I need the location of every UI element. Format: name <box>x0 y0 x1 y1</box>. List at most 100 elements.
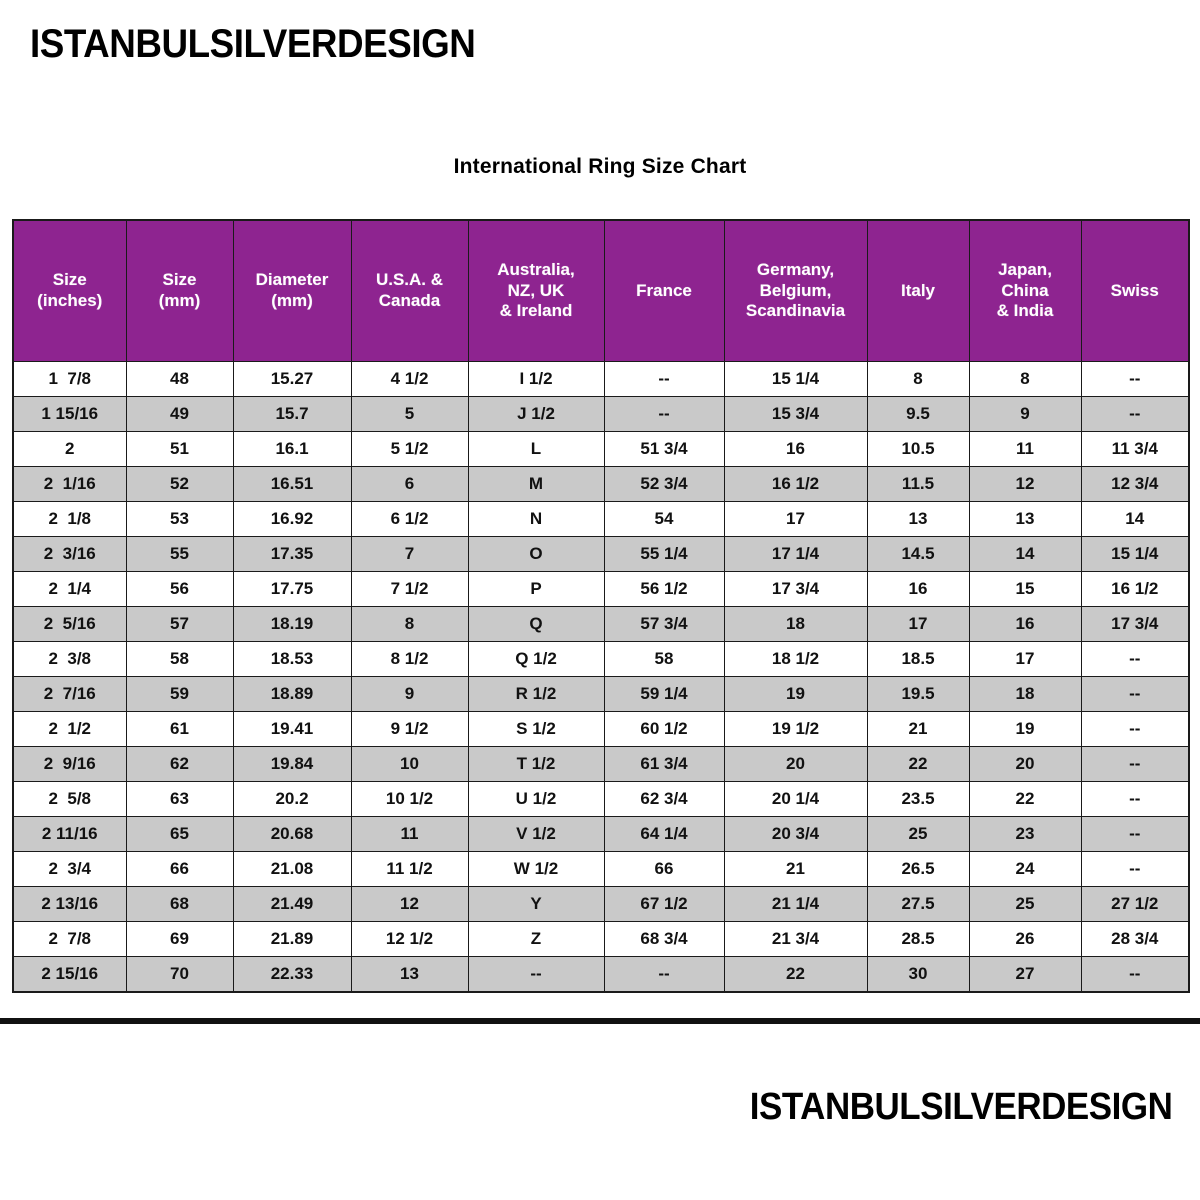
cell-r7-c3: 8 <box>350 606 469 642</box>
cell-r12-c5: 62 3/4 <box>603 781 725 817</box>
cell-r0-c9: -- <box>1080 361 1190 397</box>
cell-r12-c2: 20.2 <box>232 781 352 817</box>
cell-r13-c4: V 1/2 <box>467 816 605 852</box>
cell-r13-c3: 11 <box>350 816 469 852</box>
table-header: Size (inches) Size (mm) Diameter (mm) U.S.A… <box>12 219 1190 362</box>
cell-r9-c8: 18 <box>968 676 1082 712</box>
cell-r2-c3: 5 1/2 <box>350 431 469 467</box>
cell-r5-c2: 17.35 <box>232 536 352 572</box>
cell-r8-c2: 18.53 <box>232 641 352 677</box>
footer-divider <box>0 1018 1200 1024</box>
cell-r6-c2: 17.75 <box>232 571 352 607</box>
cell-r10-c3: 9 1/2 <box>350 711 469 747</box>
cell-r11-c3: 10 <box>350 746 469 782</box>
cell-r3-c1: 52 <box>125 466 234 502</box>
cell-r4-c6: 17 <box>723 501 868 537</box>
cell-r6-c6: 17 3/4 <box>723 571 868 607</box>
cell-r4-c9: 14 <box>1080 501 1190 537</box>
cell-r16-c0: 2 7/8 <box>12 921 127 957</box>
cell-r4-c3: 6 1/2 <box>350 501 469 537</box>
cell-r15-c8: 25 <box>968 886 1082 922</box>
cell-r14-c9: -- <box>1080 851 1190 887</box>
cell-r0-c8: 8 <box>968 361 1082 397</box>
column-header-3: U.S.A. & Canada <box>350 219 469 362</box>
ring-size-chart-table: Size (inches) Size (mm) Diameter (mm) U.S.A… <box>12 219 1190 993</box>
cell-r1-c9: -- <box>1080 396 1190 432</box>
chart-title: International Ring Size Chart <box>453 155 747 178</box>
cell-r17-c4: -- <box>467 956 605 993</box>
table-row: 2 3/4 66 21.08 11 1/2 W 1/2 66 21 26.5 24 -- <box>12 851 1190 887</box>
cell-r11-c9: -- <box>1080 746 1190 782</box>
cell-r3-c0: 2 1/16 <box>12 466 127 502</box>
table-row: 2 7/16 59 18.89 9 R 1/2 59 1/4 19 19.5 18 -- <box>12 676 1190 712</box>
table-header-row: Size (inches) Size (mm) Diameter (mm) U.S.A… <box>12 219 1190 362</box>
cell-r8-c4: Q 1/2 <box>467 641 605 677</box>
cell-r7-c6: 18 <box>723 606 868 642</box>
cell-r2-c8: 11 <box>968 431 1082 467</box>
cell-r12-c4: U 1/2 <box>467 781 605 817</box>
cell-r13-c6: 20 3/4 <box>723 816 868 852</box>
cell-r0-c5: -- <box>603 361 725 397</box>
cell-r11-c0: 2 9/16 <box>12 746 127 782</box>
cell-r10-c7: 21 <box>866 711 970 747</box>
cell-r14-c1: 66 <box>125 851 234 887</box>
table-row: 2 5/8 63 20.2 10 1/2 U 1/2 62 3/4 20 1/4 23.5 22… <box>12 781 1190 817</box>
cell-r2-c7: 10.5 <box>866 431 970 467</box>
cell-r15-c3: 12 <box>350 886 469 922</box>
cell-r10-c5: 60 1/2 <box>603 711 725 747</box>
column-header-4: Australia, NZ, UK & Ireland <box>467 219 605 362</box>
table-row: 2 1/2 61 19.41 9 1/2 S 1/2 60 1/2 19 1/2 21 19 -- <box>12 711 1190 747</box>
cell-r9-c7: 19.5 <box>866 676 970 712</box>
cell-r5-c4: O <box>467 536 605 572</box>
cell-r15-c5: 67 1/2 <box>603 886 725 922</box>
cell-r6-c7: 16 <box>866 571 970 607</box>
cell-r11-c8: 20 <box>968 746 1082 782</box>
table-row: 2 5/16 57 18.19 8 Q 57 3/4 18 17 16 17 3/4 <box>12 606 1190 642</box>
cell-r11-c2: 19.84 <box>232 746 352 782</box>
cell-r1-c8: 9 <box>968 396 1082 432</box>
cell-r5-c1: 55 <box>125 536 234 572</box>
cell-r1-c4: J 1/2 <box>467 396 605 432</box>
table-row: 2 3/16 55 17.35 7 O 55 1/4 17 1/4 14.5 14 15 1/4 <box>12 536 1190 572</box>
cell-r11-c1: 62 <box>125 746 234 782</box>
cell-r7-c8: 16 <box>968 606 1082 642</box>
cell-r6-c4: P <box>467 571 605 607</box>
cell-r13-c9: -- <box>1080 816 1190 852</box>
cell-r9-c3: 9 <box>350 676 469 712</box>
column-header-7: Italy <box>866 219 970 362</box>
cell-r13-c7: 25 <box>866 816 970 852</box>
cell-r11-c4: T 1/2 <box>467 746 605 782</box>
cell-r15-c1: 68 <box>125 886 234 922</box>
cell-r17-c2: 22.33 <box>232 956 352 993</box>
column-header-2: Diameter (mm) <box>232 219 352 362</box>
cell-r16-c8: 26 <box>968 921 1082 957</box>
cell-r1-c6: 15 3/4 <box>723 396 868 432</box>
cell-r5-c0: 2 3/16 <box>12 536 127 572</box>
cell-r12-c8: 22 <box>968 781 1082 817</box>
cell-r2-c5: 51 3/4 <box>603 431 725 467</box>
cell-r6-c3: 7 1/2 <box>350 571 469 607</box>
cell-r17-c1: 70 <box>125 956 234 993</box>
cell-r3-c8: 12 <box>968 466 1082 502</box>
cell-r9-c1: 59 <box>125 676 234 712</box>
column-header-8: Japan, China & India <box>968 219 1082 362</box>
cell-r7-c5: 57 3/4 <box>603 606 725 642</box>
cell-r4-c4: N <box>467 501 605 537</box>
cell-r13-c2: 20.68 <box>232 816 352 852</box>
cell-r7-c2: 18.19 <box>232 606 352 642</box>
cell-r13-c1: 65 <box>125 816 234 852</box>
cell-r17-c3: 13 <box>350 956 469 993</box>
cell-r1-c0: 1 15/16 <box>12 396 127 432</box>
cell-r4-c2: 16.92 <box>232 501 352 537</box>
cell-r16-c1: 69 <box>125 921 234 957</box>
cell-r2-c2: 16.1 <box>232 431 352 467</box>
table-row: 2 1/8 53 16.92 6 1/2 N 54 17 13 13 14 <box>12 501 1190 537</box>
cell-r10-c4: S 1/2 <box>467 711 605 747</box>
cell-r8-c9: -- <box>1080 641 1190 677</box>
cell-r14-c0: 2 3/4 <box>12 851 127 887</box>
cell-r0-c7: 8 <box>866 361 970 397</box>
brand-wordmark-bottom: ISTANBULSILVERDESIGN <box>749 1086 1172 1128</box>
cell-r1-c3: 5 <box>350 396 469 432</box>
cell-r12-c9: -- <box>1080 781 1190 817</box>
cell-r13-c0: 2 11/16 <box>12 816 127 852</box>
